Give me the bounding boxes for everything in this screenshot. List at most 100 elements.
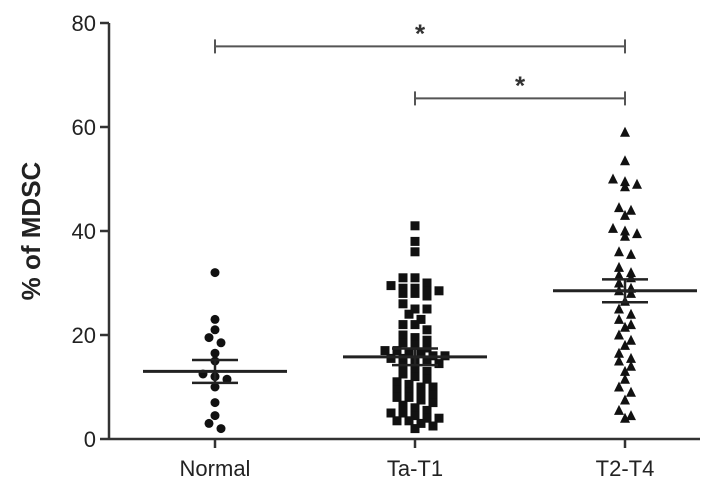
significance-bracket: * bbox=[414, 70, 626, 106]
data-point-square bbox=[392, 392, 402, 402]
data-point-triangle bbox=[614, 329, 624, 340]
data-point-square bbox=[434, 413, 444, 423]
data-point-square bbox=[398, 320, 408, 330]
data-point-triangle bbox=[632, 228, 642, 239]
data-point-circle bbox=[210, 398, 220, 408]
data-point-square bbox=[404, 348, 414, 358]
data-point-square bbox=[428, 390, 438, 400]
data-point-square bbox=[380, 346, 390, 356]
data-point-square bbox=[410, 320, 420, 330]
data-point-triangle bbox=[632, 178, 642, 189]
data-point-square bbox=[422, 291, 432, 301]
data-point-square bbox=[398, 288, 408, 298]
data-point-triangle bbox=[620, 176, 630, 187]
data-point-triangle bbox=[626, 248, 636, 259]
data-point-square bbox=[404, 309, 414, 319]
data-point-circle bbox=[222, 374, 232, 384]
data-point-square bbox=[410, 236, 420, 246]
data-point-triangle bbox=[626, 308, 636, 319]
data-point-circle bbox=[210, 325, 220, 335]
data-point-triangle bbox=[620, 373, 630, 384]
data-point-square bbox=[416, 348, 426, 358]
data-point-square bbox=[416, 395, 426, 405]
data-point-square bbox=[428, 421, 438, 431]
data-point-triangle bbox=[620, 230, 630, 241]
data-point-triangle bbox=[620, 394, 630, 405]
y-tick-label: 40 bbox=[72, 219, 96, 244]
data-point-square bbox=[410, 424, 420, 434]
data-point-square bbox=[410, 372, 420, 382]
mean-sem-bars bbox=[143, 278, 697, 385]
data-point-triangle bbox=[626, 319, 636, 330]
data-point-triangle bbox=[608, 222, 618, 233]
data-point-square bbox=[404, 387, 414, 397]
data-point-triangle bbox=[626, 334, 636, 345]
data-point-circle bbox=[204, 418, 214, 428]
significance-bracket: * bbox=[214, 18, 626, 54]
data-point-square bbox=[410, 283, 420, 293]
data-point-triangle bbox=[626, 204, 636, 215]
data-point-square bbox=[398, 330, 408, 340]
data-point-triangle bbox=[608, 173, 618, 184]
data-point-triangle bbox=[614, 404, 624, 415]
data-point-square bbox=[392, 346, 402, 356]
data-point-triangle bbox=[626, 386, 636, 397]
significance-star: * bbox=[515, 70, 526, 100]
data-point-square bbox=[434, 286, 444, 296]
data-point-triangle bbox=[620, 181, 630, 192]
data-point-square bbox=[410, 340, 420, 350]
data-point-square bbox=[422, 356, 432, 366]
y-tick-label: 0 bbox=[84, 427, 96, 452]
data-point-square bbox=[410, 333, 420, 343]
data-point-square bbox=[410, 273, 420, 283]
data-point-triangle bbox=[626, 267, 636, 278]
data-point-square bbox=[410, 411, 420, 421]
data-point-circle bbox=[210, 314, 220, 324]
data-point-square bbox=[428, 398, 438, 408]
data-point-circle bbox=[216, 424, 226, 434]
data-point-square bbox=[410, 247, 420, 257]
data-point-square bbox=[398, 369, 408, 379]
data-point-circle bbox=[210, 411, 220, 421]
data-point-square bbox=[422, 366, 432, 376]
y-tick-labels: 0 20 40 60 80 bbox=[72, 11, 96, 452]
data-point-triangle bbox=[620, 155, 630, 166]
data-point-square bbox=[410, 364, 420, 374]
data-point-triangle bbox=[614, 355, 624, 366]
data-points bbox=[198, 126, 642, 434]
data-point-square bbox=[422, 304, 432, 314]
data-point-triangle bbox=[626, 410, 636, 421]
x-tick-label: Ta-T1 bbox=[387, 456, 443, 481]
data-point-square bbox=[422, 405, 432, 415]
data-point-square bbox=[404, 392, 414, 402]
significance-brackets: ** bbox=[214, 18, 626, 106]
data-point-square bbox=[422, 335, 432, 345]
data-point-square bbox=[416, 382, 426, 392]
x-tick-labels: Normal Ta-T1 T2-T4 bbox=[180, 456, 655, 481]
data-point-triangle bbox=[614, 303, 624, 314]
axes bbox=[100, 21, 700, 448]
data-point-square bbox=[392, 385, 402, 395]
data-point-square bbox=[410, 221, 420, 231]
y-axis-title: % of MDSC bbox=[16, 161, 46, 300]
data-point-square bbox=[404, 379, 414, 389]
data-point-square bbox=[416, 314, 426, 324]
data-point-square bbox=[392, 377, 402, 387]
data-point-square bbox=[422, 286, 432, 296]
data-point-square bbox=[422, 278, 432, 288]
data-point-square bbox=[410, 288, 420, 298]
y-tick-label: 80 bbox=[72, 11, 96, 36]
data-point-triangle bbox=[614, 313, 624, 324]
data-point-square bbox=[398, 299, 408, 309]
mean-sem-bar bbox=[143, 358, 287, 385]
y-tick-label: 20 bbox=[72, 323, 96, 348]
data-point-square bbox=[386, 408, 396, 418]
data-point-square bbox=[386, 353, 396, 363]
data-point-square bbox=[386, 281, 396, 291]
data-point-triangle bbox=[620, 126, 630, 137]
data-point-square bbox=[392, 416, 402, 426]
data-point-triangle bbox=[620, 225, 630, 236]
data-point-square bbox=[398, 273, 408, 283]
data-point-triangle bbox=[626, 272, 636, 283]
